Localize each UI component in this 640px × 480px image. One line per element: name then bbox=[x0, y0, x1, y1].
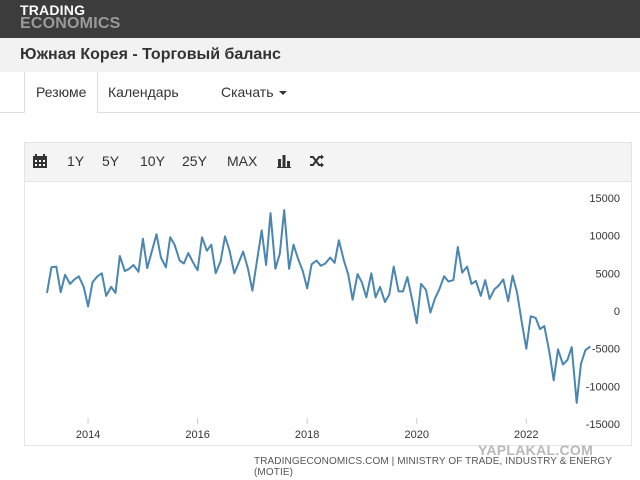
x-tick-label: 2014 bbox=[76, 429, 100, 441]
shuffle-icon[interactable] bbox=[309, 154, 325, 171]
top-bar: TRADING ECONOMICS bbox=[0, 0, 640, 38]
y-tick-label: -10000 bbox=[586, 381, 620, 393]
tab-download-label: Скачать bbox=[221, 84, 274, 100]
range-25y-button[interactable]: 25Y bbox=[182, 153, 207, 169]
y-tick-label: 5000 bbox=[596, 268, 620, 280]
tab-bar: Резюме Календарь Скачать bbox=[0, 72, 640, 113]
x-tick-label: 2020 bbox=[404, 429, 428, 441]
site-logo[interactable]: TRADING ECONOMICS bbox=[20, 2, 121, 32]
y-tick-label: 10000 bbox=[589, 231, 620, 243]
title-bar: Южная Корея - Торговый баланс bbox=[0, 38, 640, 73]
page-title: Южная Корея - Торговый баланс bbox=[20, 46, 281, 63]
calendar-icon[interactable] bbox=[33, 154, 47, 171]
range-max-button[interactable]: MAX bbox=[227, 153, 258, 169]
chart-toolbar: 1Y 5Y 10Y 25Y MAX bbox=[25, 143, 631, 182]
y-tick-label: 15000 bbox=[589, 193, 620, 205]
logo-line2: ECONOMICS bbox=[20, 15, 121, 32]
tab-calendar[interactable]: Календарь bbox=[108, 72, 179, 112]
x-tick-label: 2018 bbox=[295, 429, 319, 441]
y-tick-label: -15000 bbox=[586, 419, 620, 431]
tab-calendar-label: Календарь bbox=[108, 84, 179, 100]
trade-balance-line bbox=[46, 209, 592, 404]
x-axis: 2014 2016 2018 2020 2022 bbox=[76, 418, 539, 441]
range-10y-button[interactable]: 10Y bbox=[140, 153, 165, 169]
y-tick-label: -5000 bbox=[592, 344, 620, 356]
y-tick-label: 0 bbox=[614, 306, 620, 318]
tab-summary-label: Резюме bbox=[36, 84, 87, 100]
tab-summary[interactable]: Резюме bbox=[24, 72, 99, 113]
x-tick-label: 2022 bbox=[514, 429, 538, 441]
logo-line1: TRADING bbox=[20, 2, 86, 18]
x-tick-label: 2016 bbox=[185, 429, 209, 441]
chart-panel: 1Y 5Y 10Y 25Y MAX bbox=[24, 142, 632, 446]
range-1y-button[interactable]: 1Y bbox=[67, 153, 85, 169]
range-5y-button[interactable]: 5Y bbox=[102, 153, 120, 169]
chevron-down-icon bbox=[278, 91, 287, 96]
bar-chart-icon[interactable] bbox=[277, 154, 291, 171]
tab-download[interactable]: Скачать bbox=[221, 72, 287, 112]
y-axis: 15000 10000 5000 0 -5000 -10000 -15000 bbox=[586, 193, 620, 431]
watermark: YAPLAKAL.COM bbox=[478, 442, 594, 458]
source-text: TRADINGECONOMICS.COM | MINISTRY OF TRADE… bbox=[254, 456, 612, 478]
